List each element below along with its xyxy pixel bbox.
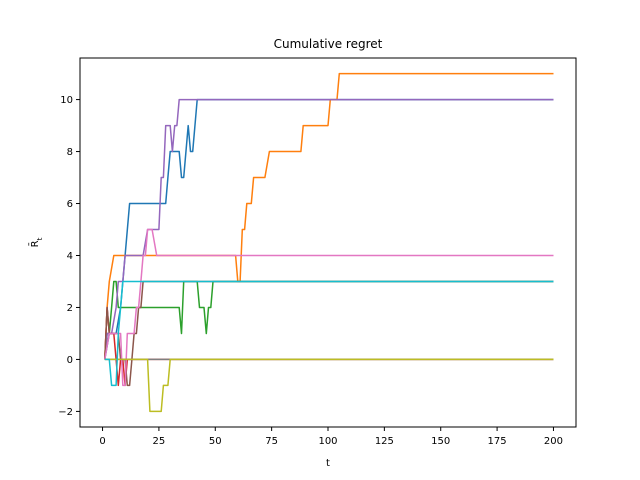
y-tick-label: 10 (60, 95, 73, 106)
y-tick-label: 2 (67, 303, 73, 314)
chart-title: Cumulative regret (274, 37, 383, 51)
x-tick-label: 175 (488, 436, 507, 447)
series-line-2 (104, 72, 554, 360)
x-tick-label: 0 (99, 436, 105, 447)
y-tick-label: −2 (58, 407, 73, 418)
y-tick-label: 4 (67, 251, 73, 262)
series-line-9 (104, 358, 554, 413)
x-tick-label: 150 (431, 436, 450, 447)
series-line-10 (104, 280, 554, 387)
y-axis-label-main: R̄ (28, 240, 41, 247)
plot-lines (104, 72, 554, 413)
x-axis: 0 25 50 75 100 125 150 175 200 (99, 427, 563, 447)
x-tick-label: 125 (375, 436, 394, 447)
x-axis-label: t (326, 458, 330, 469)
y-tick-label: 0 (67, 355, 73, 366)
series-line-3 (104, 280, 554, 360)
x-tick-label: 25 (153, 436, 166, 447)
x-tick-label: 75 (265, 436, 278, 447)
series-line-5 (104, 98, 554, 360)
y-axis: −2 0 2 4 6 8 10 (58, 95, 80, 418)
y-tick-label: 8 (67, 147, 73, 158)
x-tick-label: 100 (318, 436, 337, 447)
y-axis-label: R̄t (28, 237, 44, 247)
x-tick-label: 50 (209, 436, 222, 447)
y-tick-label: 6 (67, 199, 73, 210)
x-tick-label: 200 (544, 436, 563, 447)
y-axis-label-subscript: t (36, 237, 44, 240)
